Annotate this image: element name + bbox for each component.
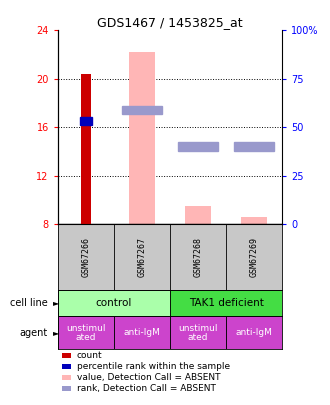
Bar xyxy=(234,142,274,151)
Bar xyxy=(170,316,226,349)
Text: cell line: cell line xyxy=(10,298,48,308)
Bar xyxy=(226,316,282,349)
Bar xyxy=(114,316,170,349)
Bar xyxy=(62,375,71,380)
Bar xyxy=(62,386,71,391)
Text: GSM67267: GSM67267 xyxy=(137,237,147,277)
Text: count: count xyxy=(77,351,102,360)
Text: unstimul
ated: unstimul ated xyxy=(66,324,106,341)
Text: ►: ► xyxy=(53,328,59,337)
Bar xyxy=(185,206,211,224)
Text: value, Detection Call = ABSENT: value, Detection Call = ABSENT xyxy=(77,373,220,382)
Text: percentile rank within the sample: percentile rank within the sample xyxy=(77,362,230,371)
Text: ►: ► xyxy=(53,298,59,307)
Bar xyxy=(58,290,170,316)
Text: agent: agent xyxy=(19,328,48,337)
Text: rank, Detection Call = ABSENT: rank, Detection Call = ABSENT xyxy=(77,384,216,393)
Text: GSM67268: GSM67268 xyxy=(193,237,203,277)
Bar xyxy=(122,106,162,115)
Bar xyxy=(81,74,91,224)
Text: GSM67269: GSM67269 xyxy=(249,237,259,277)
Text: control: control xyxy=(96,298,132,308)
Text: TAK1 deficient: TAK1 deficient xyxy=(189,298,263,308)
Title: GDS1467 / 1453825_at: GDS1467 / 1453825_at xyxy=(97,16,243,29)
Bar xyxy=(170,290,282,316)
Bar xyxy=(58,316,114,349)
Bar xyxy=(80,117,92,125)
Bar xyxy=(129,52,154,224)
Text: anti-IgM: anti-IgM xyxy=(123,328,160,337)
Text: GSM67266: GSM67266 xyxy=(81,237,90,277)
Bar xyxy=(62,364,71,369)
Bar xyxy=(178,142,217,151)
Text: unstimul
ated: unstimul ated xyxy=(178,324,218,341)
Bar xyxy=(242,217,267,224)
Text: anti-IgM: anti-IgM xyxy=(236,328,273,337)
Bar xyxy=(62,353,71,358)
